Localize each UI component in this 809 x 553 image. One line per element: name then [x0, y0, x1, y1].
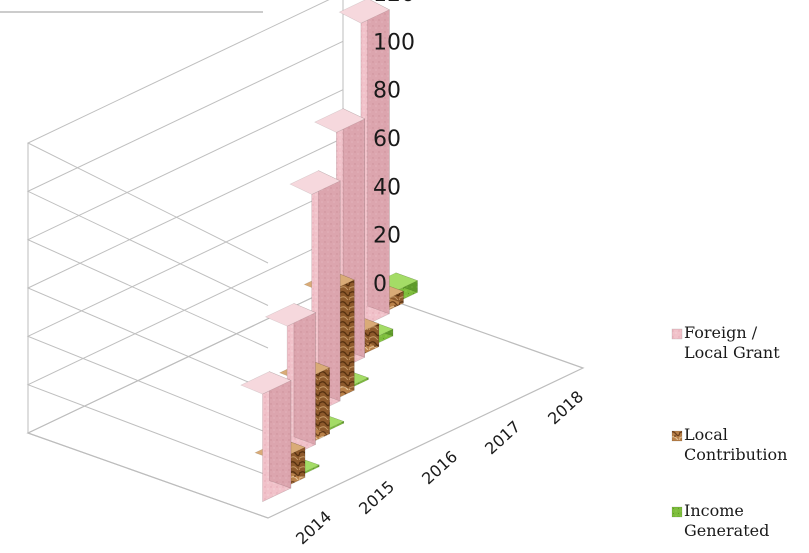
x-category-label-2014: 2014	[292, 507, 335, 548]
bar-top	[314, 108, 366, 133]
y-tick-label-120: 120	[373, 0, 415, 7]
legend-label: Generated	[684, 521, 769, 540]
bar-top	[240, 371, 292, 395]
bar-2016-series-1	[289, 170, 341, 415]
legend-swatch	[671, 430, 683, 442]
legend-swatch	[671, 506, 683, 518]
y-tick-label-80: 80	[373, 79, 401, 104]
bar-side	[367, 0, 390, 315]
y-tick-label-40: 40	[373, 175, 401, 200]
legend-label: Local Grant	[684, 343, 780, 362]
floor-outline	[26, 282, 585, 519]
x-category-label-2018: 2018	[544, 387, 587, 428]
legend-label: Local	[684, 425, 728, 444]
y-tick-label-100: 100	[373, 30, 415, 55]
bars	[240, 0, 419, 503]
x-category-label-2015: 2015	[355, 477, 398, 518]
bar-top	[338, 0, 390, 24]
y-axis-ticks: 0 20 40 60 80 100 120	[373, 0, 415, 297]
legend-label: Contribution	[684, 445, 787, 464]
legend-item-1: Foreign /Local Grant	[671, 323, 780, 362]
bar-top	[289, 170, 341, 195]
x-axis-categories: 2014 2015 2016 2017 2018	[292, 387, 587, 548]
bar-top	[264, 303, 317, 327]
bar-2014-series-1	[240, 371, 292, 503]
y-tick-label-20: 20	[373, 224, 401, 249]
bar-2018-series-1	[338, 0, 390, 328]
gridline-120	[26, 0, 330, 264]
y-tick-label-60: 60	[373, 127, 401, 152]
bar-side	[293, 302, 316, 446]
x-category-label-2016: 2016	[418, 447, 461, 488]
legend-label: Foreign /	[684, 323, 758, 342]
legend-swatch	[671, 328, 683, 340]
x-category-label-2017: 2017	[481, 417, 524, 458]
legend-label: Income	[684, 501, 744, 520]
bar-2015-series-1	[264, 302, 317, 459]
y-tick-label-0: 0	[373, 272, 387, 297]
